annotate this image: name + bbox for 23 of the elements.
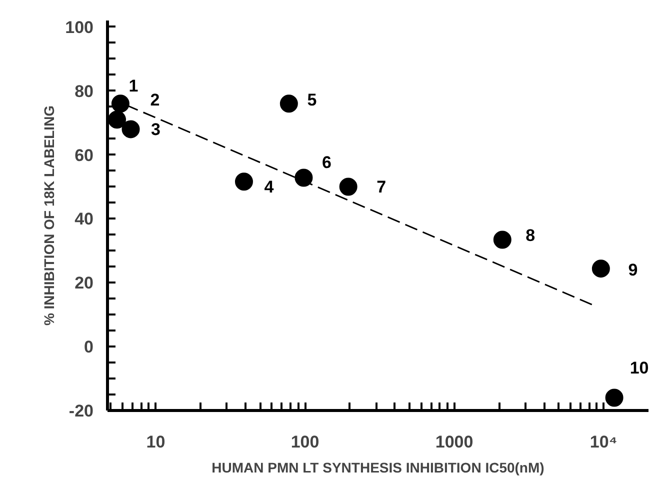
annotation: 5 — [307, 90, 317, 110]
y-tick-label: 80 — [74, 82, 94, 101]
y-tick-label: 40 — [74, 210, 94, 229]
x-tick-label: 10 — [146, 432, 166, 452]
y-tick-label: 0 — [84, 338, 94, 357]
annotation: 4 — [264, 178, 274, 197]
annotation: 9 — [628, 260, 638, 280]
annotation: 2 — [150, 90, 160, 110]
x-tick-label: 100 — [290, 432, 320, 452]
y-tick-label: 60 — [74, 146, 94, 165]
annotation: 8 — [526, 226, 536, 245]
annotation: 1 — [128, 76, 138, 96]
annotation: 7 — [376, 178, 386, 197]
y-tick-label: 20 — [74, 274, 94, 293]
annotation: 10 — [630, 358, 649, 378]
annotation: 3 — [151, 120, 160, 140]
x-tick-label: 10⁴ — [590, 432, 618, 452]
y-tick-label: 100 — [65, 18, 94, 37]
annotation: 6 — [322, 152, 332, 172]
x-axis-title: HUMAN PMN LT SYNTHESIS INHIBITION IC50(nM) — [212, 460, 544, 476]
x-tick-label: 1000 — [435, 432, 474, 452]
y-tick-label: -20 — [68, 402, 94, 420]
y-axis-title: % INHIBITION OF 18K LABELING — [41, 105, 58, 326]
